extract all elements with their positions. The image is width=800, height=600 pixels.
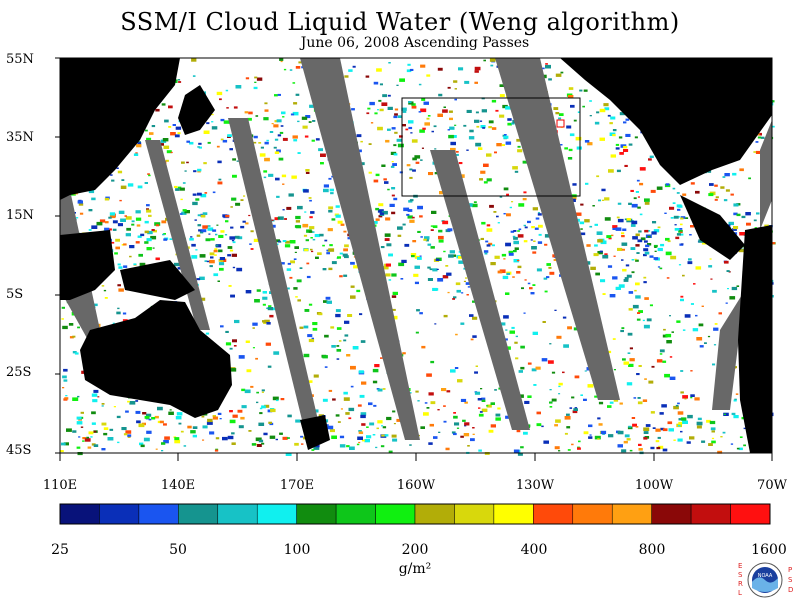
- site-marker: [556, 119, 565, 128]
- colorbar-label-1600: 1600: [751, 542, 787, 558]
- south-america-landmass: [738, 225, 772, 453]
- lon-label-100w: 100W: [634, 478, 674, 493]
- lat-label-55n: 55N: [6, 52, 34, 67]
- svg-text:E: E: [738, 562, 742, 570]
- colorbar-frame: [59, 503, 771, 525]
- svg-text:S: S: [738, 571, 743, 579]
- lat-label-15n: 15N: [6, 208, 34, 223]
- colorbar-label-800: 800: [638, 542, 666, 558]
- swath-gap: [145, 140, 210, 330]
- colorbar-label-400: 400: [520, 542, 548, 558]
- swath-gap: [495, 58, 620, 400]
- lat-label-25s: 25S: [6, 365, 32, 380]
- new-guinea-landmass: [120, 260, 195, 300]
- japan-landmass: [178, 85, 215, 135]
- swath-gap: [712, 290, 745, 410]
- swath-gap: [228, 118, 318, 420]
- swath-gap: [760, 120, 772, 230]
- colorbar-units: g/m²: [398, 561, 432, 577]
- swath-gap: [430, 150, 530, 430]
- svg-text:D: D: [788, 586, 793, 594]
- colorbar-label-25: 25: [51, 542, 69, 558]
- map-title: SSM/I Cloud Liquid Water (Weng algorithm…: [120, 8, 680, 36]
- lon-label-70w: 70W: [757, 478, 787, 493]
- new-zealand-landmass: [300, 415, 330, 450]
- colorbar-label-200: 200: [401, 542, 429, 558]
- colorbar-swatch: [178, 503, 219, 525]
- north-america-landmass: [560, 58, 772, 185]
- colorbar-swatch: [99, 503, 140, 525]
- svg-text:NOAA: NOAA: [758, 573, 773, 579]
- svg-text:R: R: [738, 580, 743, 588]
- lon-label-130w: 130W: [515, 478, 555, 493]
- colorbar-swatch: [730, 503, 771, 525]
- region-box: [401, 97, 581, 197]
- lat-label-45s: 45S: [6, 443, 32, 458]
- colorbar-swatch: [611, 503, 652, 525]
- asia-landmass: [60, 58, 180, 200]
- lat-label-35n: 35N: [6, 130, 34, 145]
- lon-label-140e: 140E: [160, 478, 196, 493]
- colorbar-swatch: [690, 503, 731, 525]
- colorbar-swatch: [651, 503, 692, 525]
- australia-landmass: [80, 300, 232, 418]
- colorbar-swatch: [533, 503, 574, 525]
- colorbar-swatch: [493, 503, 534, 525]
- swath-gap: [300, 58, 420, 440]
- svg-text:P: P: [788, 566, 792, 574]
- svg-text:L: L: [738, 589, 742, 597]
- colorbar-swatch: [572, 503, 613, 525]
- map-subtitle: June 06, 2008 Ascending Passes: [300, 35, 530, 51]
- svg-text:S: S: [788, 576, 793, 584]
- colorbar-label-50: 50: [169, 542, 187, 558]
- colorbar-swatch: [138, 503, 179, 525]
- colorbar-swatch: [256, 503, 297, 525]
- lon-label-160w: 160W: [396, 478, 436, 493]
- colorbar-swatch: [375, 503, 416, 525]
- colorbar-swatch: [454, 503, 495, 525]
- central-america-landmass: [680, 195, 745, 260]
- lat-label-5s: 5S: [6, 287, 24, 302]
- lon-label-110e: 110E: [42, 478, 78, 493]
- indonesia-landmass: [60, 230, 115, 300]
- colorbar-swatch: [414, 503, 455, 525]
- colorbar-swatch: [217, 503, 258, 525]
- lon-label-170e: 170E: [279, 478, 315, 493]
- colorbar-swatch: [59, 503, 100, 525]
- colorbar-swatch: [335, 503, 376, 525]
- colorbar-swatch: [296, 503, 337, 525]
- colorbar-label-100: 100: [283, 542, 311, 558]
